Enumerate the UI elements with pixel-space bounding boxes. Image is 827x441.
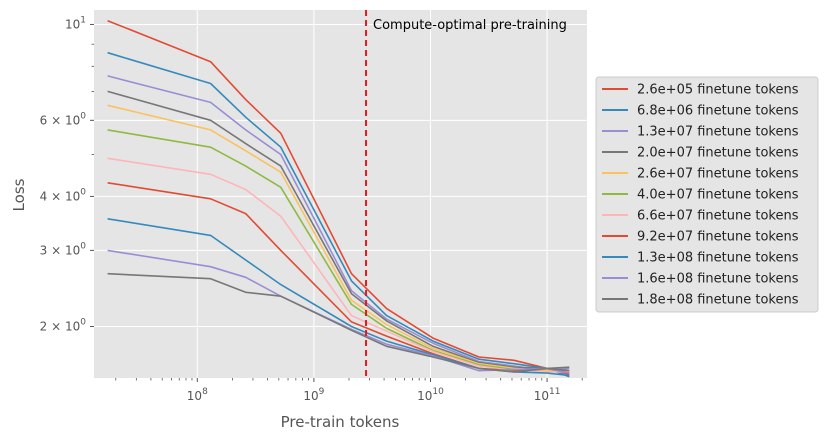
y-tick-label: 3 × 100 <box>40 241 87 257</box>
x-tick-exponent: 10 <box>432 387 444 397</box>
x-tick-base: 10 <box>303 389 318 403</box>
x-tick-label: 1011 <box>534 387 561 403</box>
y-tick-base: 10 <box>65 17 80 31</box>
legend-label: 2.6e+05 finetune tokens <box>637 83 799 98</box>
series-line <box>107 272 570 373</box>
x-tick-exponent: 9 <box>319 387 325 397</box>
y-tick-prefix: 3 × <box>40 243 65 257</box>
legend-label: 2.6e+07 finetune tokens <box>637 167 799 182</box>
x-tick-base: 10 <box>187 389 202 403</box>
legend-label: 6.6e+07 finetune tokens <box>637 209 799 224</box>
legend-label: 2.0e+07 finetune tokens <box>637 146 799 161</box>
series-line <box>107 90 570 370</box>
y-tick-exponent: 0 <box>80 187 86 197</box>
minor-ticks <box>90 23 583 382</box>
y-tick-exponent: 0 <box>80 317 86 327</box>
series-line <box>107 19 570 376</box>
y-tick-label: 6 × 100 <box>40 111 87 127</box>
legend-box <box>595 76 819 313</box>
x-tick-label: 1010 <box>417 387 444 403</box>
y-tick-prefix: 2 × <box>40 319 65 333</box>
legend: 2.6e+05 finetune tokens 6.8e+06 finetune … <box>595 76 819 313</box>
x-tick-exponent: 8 <box>202 387 208 397</box>
y-tick-base: 10 <box>65 113 80 127</box>
y-tick-prefix: 4 × <box>40 189 65 203</box>
y-tick-exponent: 0 <box>80 111 86 121</box>
legend-label: 1.3e+08 finetune tokens <box>637 251 799 266</box>
compute-optimal-annotation: Compute-optimal pre-training <box>373 18 567 33</box>
series-lines <box>107 19 570 378</box>
y-tick-base: 10 <box>65 243 80 257</box>
legend-label: 1.8e+08 finetune tokens <box>637 293 799 308</box>
legend-label: 1.6e+08 finetune tokens <box>637 272 799 287</box>
y-tick-prefix: 6 × <box>40 113 65 127</box>
legend-label: 1.3e+07 finetune tokens <box>637 125 799 140</box>
series-line <box>107 249 570 374</box>
y-tick-base: 10 <box>65 189 80 203</box>
legend-label: 9.2e+07 finetune tokens <box>637 230 799 245</box>
y-axis-label: Loss <box>10 178 28 211</box>
legend-label: 6.8e+06 finetune tokens <box>637 104 799 119</box>
x-tick-label: 109 <box>303 387 324 403</box>
plot-area <box>94 10 587 378</box>
y-tick-label: 101 <box>65 15 86 31</box>
series-line <box>107 218 570 377</box>
x-axis-label: Pre-train tokens <box>281 413 400 431</box>
y-tick-exponent: 1 <box>80 15 86 25</box>
series-line <box>107 51 570 378</box>
x-tick-exponent: 11 <box>549 387 560 397</box>
legend-label: 4.0e+07 finetune tokens <box>637 188 799 203</box>
x-tick-base: 10 <box>534 389 549 403</box>
y-tick-label: 4 × 100 <box>40 187 87 203</box>
grid <box>94 10 587 378</box>
y-tick-base: 10 <box>65 319 80 333</box>
x-tick-labels: 108 109 1010 1011 <box>187 387 561 403</box>
x-tick-base: 10 <box>417 389 432 403</box>
y-tick-exponent: 0 <box>80 241 86 251</box>
y-tick-label: 2 × 100 <box>40 317 87 333</box>
x-tick-label: 108 <box>187 387 208 403</box>
